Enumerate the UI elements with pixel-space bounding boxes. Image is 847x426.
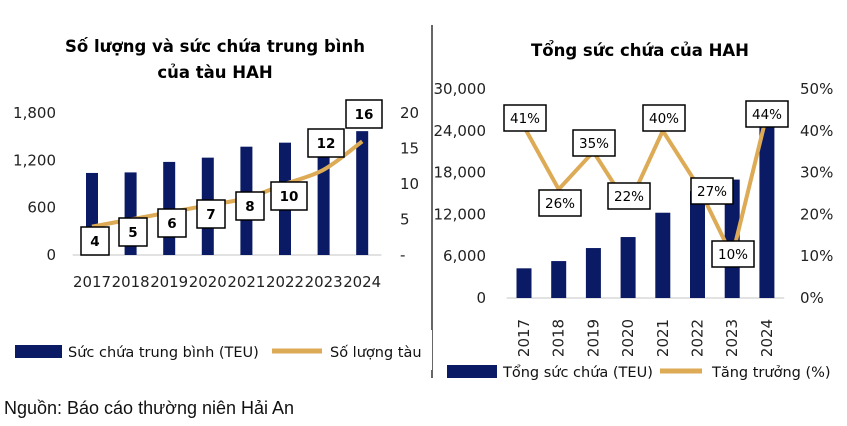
x-tick-label: 2024 (343, 273, 381, 291)
x-tick-label: 2024 (758, 319, 776, 357)
data-label: 40% (649, 111, 679, 127)
left-chart-title-line1: Số lượng và sức chứa trung bình (65, 37, 365, 56)
x-tick-label: 2021 (227, 273, 265, 291)
data-label: 12 (317, 136, 336, 152)
data-label: 41% (510, 111, 540, 127)
data-label-box (711, 240, 755, 268)
data-label-box (345, 99, 383, 129)
data-label-box (235, 191, 265, 221)
x-tick-label: 2021 (654, 319, 672, 357)
data-label: 10% (718, 247, 748, 263)
data-label-box (270, 181, 308, 211)
y-right-tick-label: - (400, 246, 405, 264)
data-label: 6 (167, 216, 176, 232)
y-left-tick-label: 1,800 (13, 104, 56, 122)
data-label-box (690, 177, 734, 205)
x-tick-label: 2019 (150, 273, 188, 291)
y-left-tick-label: 30,000 (434, 80, 487, 98)
data-label: 5 (128, 225, 137, 241)
bar (516, 268, 532, 298)
data-label-box (80, 226, 110, 256)
data-label: 44% (752, 107, 782, 123)
legend-swatch-avg-capacity (15, 345, 62, 358)
legend-label-growth: Tăng trưởng (%) (711, 365, 831, 381)
x-tick-label: 2018 (112, 273, 150, 291)
x-tick-label: 2018 (550, 319, 568, 357)
y-right-tick-label: 10 (400, 175, 419, 193)
bar (690, 191, 705, 298)
data-label-box (196, 199, 226, 229)
data-label-box (745, 100, 789, 128)
data-label-box (118, 217, 148, 247)
data-label: 16 (355, 107, 374, 123)
y-right-tick-label: 20% (800, 205, 833, 223)
source-note: Nguồn: Báo cáo thường niên Hải An (4, 398, 294, 418)
y-left-tick-label: 600 (27, 199, 56, 217)
y-left-tick-label: 12,000 (434, 205, 487, 223)
data-label: 22% (614, 189, 644, 205)
bar (724, 179, 740, 298)
bar (585, 248, 601, 298)
data-label-box (503, 104, 547, 132)
x-tick-label: 2017 (73, 273, 111, 291)
y-left-tick-label: 1,200 (13, 151, 56, 169)
right-chart-title: Tổng sức chứa của HAH (531, 41, 749, 60)
y-right-tick-label: 20 (400, 104, 419, 122)
data-label-box (607, 182, 651, 210)
data-label-box (572, 129, 616, 157)
x-tick-label: 2022 (266, 273, 304, 291)
left-chart-title-line2: của tàu HAH (157, 63, 272, 82)
right-chart: 0 6,000 12,000 18,000 24,000 30,000 0% 10% 20% 30… (434, 80, 834, 357)
data-label: 27% (697, 184, 727, 200)
y-right-tick-label: 10% (800, 247, 833, 265)
x-tick-label: 2020 (189, 273, 227, 291)
data-label: 4 (90, 234, 99, 250)
bar (759, 126, 775, 298)
y-right-tick-label: 5 (400, 211, 410, 229)
y-right-tick-label: 15 (400, 140, 419, 158)
y-left-tick-label: 18,000 (434, 164, 487, 182)
bar (551, 261, 567, 298)
data-label: 7 (206, 207, 215, 223)
legend-label-total-capacity: Tổng sức chứa (TEU) (502, 364, 653, 381)
y-right-tick-label: 50% (800, 80, 833, 98)
bar (620, 237, 636, 298)
y-left-tick-label: 0 (46, 246, 56, 264)
y-right-tick-label: 0% (800, 289, 824, 307)
y-right-tick-label: 30% (800, 164, 833, 182)
data-label: 8 (245, 199, 254, 215)
bar (317, 142, 330, 255)
x-tick-label: 2019 (584, 319, 602, 357)
data-label-box (307, 128, 345, 158)
legend-swatch-total-capacity (447, 365, 497, 378)
data-label-box (642, 104, 686, 132)
bar (655, 212, 671, 298)
data-label-box (157, 208, 187, 238)
y-left-tick-label: 0 (476, 289, 486, 307)
y-left-tick-label: 24,000 (434, 122, 487, 140)
data-label: 35% (579, 136, 609, 152)
y-right-tick-label: 40% (800, 122, 833, 140)
data-label: 10 (280, 189, 299, 205)
legend-label-avg-capacity: Sức chứa trung bình (TEU) (68, 345, 259, 361)
x-tick-label: 2017 (515, 319, 533, 357)
x-tick-label: 2020 (619, 319, 637, 357)
y-left-tick-label: 6,000 (443, 247, 486, 265)
data-label-box (538, 189, 582, 217)
legend-label-ship-count: Số lượng tàu (330, 344, 422, 361)
x-tick-label: 2022 (689, 319, 707, 357)
x-tick-label: 2023 (723, 319, 741, 357)
data-label: 26% (545, 196, 575, 212)
x-tick-label: 2023 (305, 273, 343, 291)
bar (356, 131, 369, 255)
